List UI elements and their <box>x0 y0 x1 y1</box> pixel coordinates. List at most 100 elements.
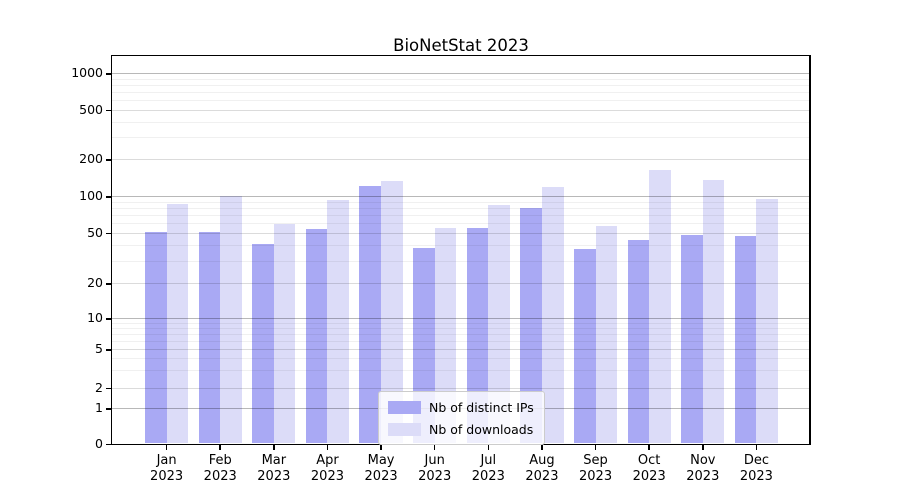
gridline-minor <box>112 215 809 217</box>
bar-downloads <box>327 199 350 444</box>
bar-downloads <box>166 203 189 444</box>
x-tick-label: Dec 2023 <box>739 452 773 484</box>
y-tick-mark <box>105 73 111 75</box>
y-tick-label: 2 <box>95 379 103 395</box>
bar-downloads <box>595 225 618 444</box>
bar-distinct-ips <box>145 231 167 444</box>
x-tick-mark <box>433 445 436 450</box>
x-tick-mark <box>273 445 275 450</box>
bar-downloads <box>434 227 457 444</box>
x-tick-label: Oct 2023 <box>632 452 666 484</box>
bar-downloads <box>488 204 510 444</box>
y-tick-mark <box>105 387 111 389</box>
axis-spine-right <box>809 54 811 445</box>
gridline-mid <box>112 232 809 234</box>
bar-downloads <box>702 180 725 444</box>
x-tick-label: Feb 2023 <box>203 452 237 484</box>
bar-downloads <box>541 187 564 444</box>
x-tick-label: Jul 2023 <box>471 452 505 484</box>
chart-title: BioNetStat 2023 <box>393 36 529 55</box>
gridline-minor <box>112 84 809 86</box>
bar-distinct-ips <box>252 243 274 444</box>
legend-label-downloads: Nb of downloads <box>429 421 534 437</box>
gridline-minor <box>112 91 809 93</box>
gridline-minor <box>112 99 809 101</box>
gridline-mid <box>112 349 809 350</box>
legend: Nb of distinct IPs Nb of downloads <box>378 391 545 445</box>
y-tick-label: 0 <box>95 435 103 451</box>
bar-distinct-ips <box>359 186 382 444</box>
bar-downloads <box>756 199 778 444</box>
x-tick-label: May 2023 <box>364 452 398 484</box>
y-tick-label: 20 <box>87 275 103 290</box>
gridline-mid <box>112 387 809 389</box>
x-tick-mark <box>541 445 543 450</box>
gridline-minor <box>112 201 809 203</box>
x-tick-mark <box>648 445 650 450</box>
y-tick-mark <box>105 196 111 198</box>
x-tick-mark <box>165 445 168 450</box>
gridline-major <box>112 73 809 74</box>
bar-distinct-ips <box>681 235 703 444</box>
legend-item-distinct-ips: Nb of distinct IPs <box>388 398 534 416</box>
legend-label-distinct-ips: Nb of distinct IPs <box>429 399 534 415</box>
gridline-minor <box>112 333 809 335</box>
y-tick-mark <box>105 408 111 410</box>
bar-distinct-ips <box>520 208 542 444</box>
bar-distinct-ips <box>198 231 221 444</box>
x-tick-mark <box>755 445 758 450</box>
bar-downloads <box>381 180 403 444</box>
y-tick-label: 1000 <box>71 65 103 80</box>
axis-spine-top <box>110 54 811 56</box>
bar-downloads <box>273 224 296 444</box>
x-tick-label: Apr 2023 <box>310 452 344 484</box>
bar-distinct-ips <box>573 249 596 444</box>
gridline-minor <box>112 223 809 225</box>
y-tick-label: 500 <box>79 101 103 117</box>
gridline-minor <box>112 370 809 372</box>
x-tick-mark <box>380 445 382 450</box>
gridline-mid <box>112 283 809 284</box>
y-tick-mark <box>105 318 111 320</box>
gridline-mid <box>112 109 809 111</box>
x-tick-mark <box>594 445 597 450</box>
y-tick-mark <box>105 443 111 445</box>
y-tick-mark <box>105 159 111 161</box>
gridline-minor <box>112 208 809 210</box>
bar-downloads <box>649 169 671 444</box>
y-tick-mark <box>105 232 111 235</box>
legend-item-downloads: Nb of downloads <box>388 420 534 438</box>
x-tick-label: Nov 2023 <box>686 452 720 484</box>
legend-swatch-downloads <box>388 422 421 436</box>
gridline-major <box>112 318 809 319</box>
axis-spine-left <box>110 54 112 445</box>
legend-swatch-distinct-ips <box>388 400 421 414</box>
y-tick-label: 1 <box>95 400 103 415</box>
y-tick-label: 200 <box>79 151 103 166</box>
gridline-minor <box>112 78 809 80</box>
x-tick-mark <box>326 445 329 450</box>
x-tick-mark <box>219 445 221 450</box>
gridline-mid <box>112 159 809 160</box>
bar-distinct-ips <box>734 236 757 444</box>
gridline-minor <box>112 358 809 360</box>
x-tick-label: Sep 2023 <box>579 452 613 484</box>
x-tick-label: Jan 2023 <box>150 452 184 484</box>
y-tick-mark <box>105 109 111 111</box>
gridline-minor <box>112 327 809 329</box>
x-tick-label: Mar 2023 <box>257 452 291 484</box>
bar-distinct-ips <box>466 227 489 444</box>
x-tick-label: Jun 2023 <box>418 452 452 484</box>
x-tick-mark <box>702 445 704 450</box>
gridline-minor <box>112 322 809 324</box>
y-tick-mark <box>105 349 111 351</box>
gridline-major <box>112 196 809 198</box>
gridline-minor <box>112 121 809 123</box>
x-tick-label: Aug 2023 <box>525 452 559 484</box>
bar-distinct-ips <box>627 239 650 444</box>
y-tick-label: 5 <box>95 341 103 356</box>
y-tick-label: 50 <box>87 224 103 240</box>
y-tick-mark <box>105 283 111 285</box>
gridline-minor <box>112 137 809 139</box>
bar-distinct-ips <box>305 228 328 444</box>
